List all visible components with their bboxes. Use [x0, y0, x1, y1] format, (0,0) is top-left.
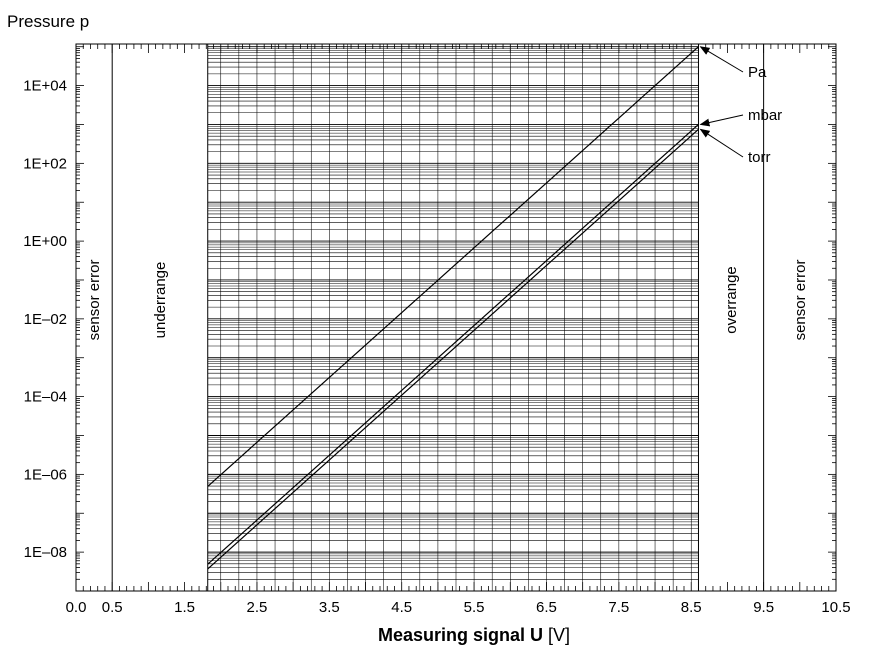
series-line-mbar — [207, 124, 699, 565]
region-dividers: sensor error underrange overrange sensor er… — [86, 44, 809, 591]
region-label: sensor error — [86, 260, 103, 341]
x-tick-label: 3.5 — [319, 599, 340, 616]
series-line-Pa — [207, 46, 699, 487]
plot-frame — [75, 43, 837, 592]
annotation-arrow-mbar — [699, 114, 744, 127]
x-tick-label: 1.5 — [174, 599, 195, 616]
y-tick-label: 1E+04 — [23, 78, 67, 95]
x-tick-label: 9.5 — [753, 599, 774, 616]
y-tick-label: 1E+00 — [23, 233, 67, 250]
annotation-label-torr: torr — [748, 149, 771, 166]
y-tick-label: 1E–04 — [24, 389, 67, 406]
annotation-label-mbar: mbar — [748, 107, 782, 124]
x-tick-label: 10.5 — [821, 599, 850, 616]
y-tick-label: 1E–02 — [24, 311, 67, 328]
x-axis-title-main: Measuring signal U — [378, 625, 548, 645]
x-tick-label: 0.5 — [102, 599, 123, 616]
annotations: Pa mbar torr — [699, 46, 782, 166]
x-tick-label: 0.0 — [66, 599, 87, 616]
annotation-label-Pa: Pa — [748, 64, 767, 81]
region-label: underrange — [152, 262, 169, 339]
y-tick-label: 1E–06 — [24, 466, 67, 483]
annotation-arrow-torr — [699, 128, 744, 158]
y-axis-title: Pressure p — [7, 12, 89, 31]
x-axis-title: Measuring signal U [V] — [378, 625, 570, 645]
grid — [207, 44, 699, 592]
y-tick-label: 1E+02 — [23, 155, 67, 172]
axis-ticks — [75, 44, 837, 592]
x-tick-label: 2.5 — [247, 599, 268, 616]
x-tick-label: 7.5 — [608, 599, 629, 616]
annotation-arrow-Pa — [699, 46, 744, 73]
x-tick-label: 8.5 — [681, 599, 702, 616]
axis-tick-labels: 0.0 0.5 1.5 2.5 3.5 4.5 5.5 6.5 7.5 8.5 9.5 10.5 1E–… — [23, 78, 850, 616]
x-tick-label: 6.5 — [536, 599, 557, 616]
x-tick-label: 4.5 — [391, 599, 412, 616]
x-tick-label: 5.5 — [464, 599, 485, 616]
series-line-torr — [207, 128, 699, 570]
x-axis-title-unit: [V] — [548, 625, 570, 645]
series-lines — [207, 46, 699, 570]
region-label: sensor error — [792, 260, 809, 341]
y-tick-label: 1E–08 — [24, 544, 67, 561]
region-label: overrange — [723, 266, 740, 334]
